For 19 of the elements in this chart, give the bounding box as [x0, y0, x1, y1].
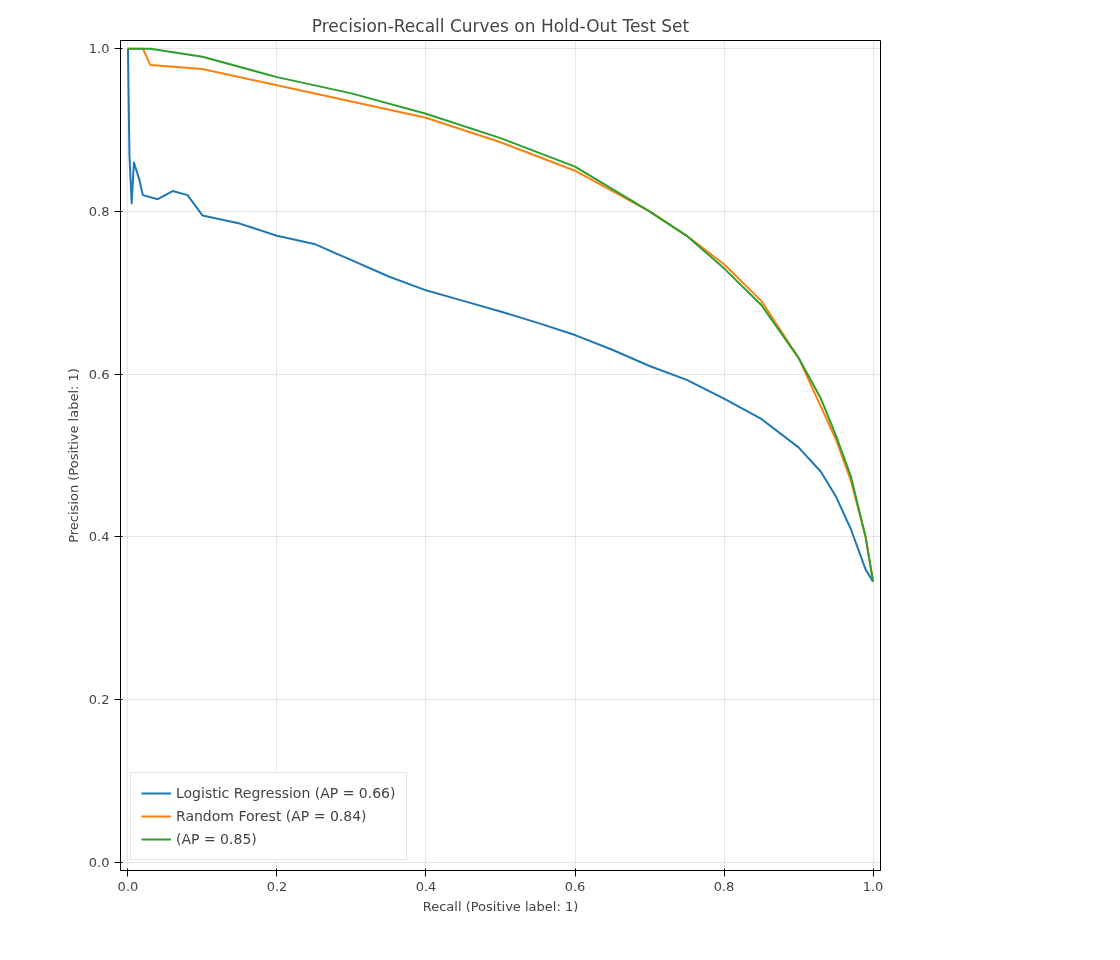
y-axis-title: Precision (Positive label: 1)	[65, 368, 81, 543]
chart-title: Precision-Recall Curves on Hold-Out Test Set	[311, 15, 690, 36]
x-tick-label: 0.4	[415, 878, 437, 894]
legend-label: (AP = 0.85)	[176, 831, 257, 847]
x-tick-label: 0.0	[117, 878, 139, 894]
y-tick-label: 1.0	[88, 41, 110, 57]
line-series	[126, 47, 875, 583]
x-tick-label: 1.0	[862, 878, 884, 894]
legend-label: Random Forest (AP = 0.84)	[176, 808, 367, 824]
y-tick-label: 0.0	[88, 854, 110, 870]
legend-label: Logistic Regression (AP = 0.66)	[176, 785, 396, 801]
x-tick-label: 0.6	[564, 878, 586, 894]
y-tick-label: 0.4	[88, 529, 110, 545]
x-axis-title: Recall (Positive label: 1)	[422, 898, 579, 914]
y-tick-label: 0.6	[88, 366, 110, 382]
x-tick-label: 0.8	[713, 878, 735, 894]
y-tick-label: 0.2	[88, 692, 110, 708]
y-tick-label: 0.8	[88, 203, 110, 219]
x-tick-label: 0.2	[266, 878, 288, 894]
